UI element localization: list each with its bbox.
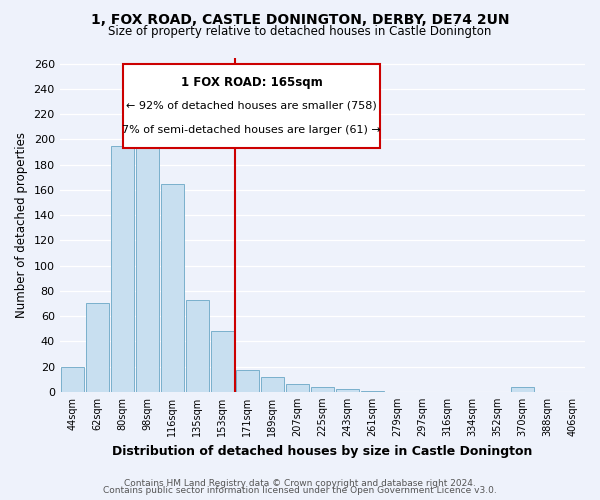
Text: Contains public sector information licensed under the Open Government Licence v3: Contains public sector information licen… — [103, 486, 497, 495]
Bar — [311, 387, 334, 392]
Text: 1 FOX ROAD: 165sqm: 1 FOX ROAD: 165sqm — [181, 76, 322, 89]
Y-axis label: Number of detached properties: Number of detached properties — [15, 132, 28, 318]
FancyBboxPatch shape — [123, 64, 380, 148]
Text: 7% of semi-detached houses are larger (61) →: 7% of semi-detached houses are larger (6… — [122, 124, 381, 134]
Bar — [211, 332, 234, 392]
Bar — [511, 387, 534, 392]
Bar — [260, 376, 284, 392]
Text: ← 92% of detached houses are smaller (758): ← 92% of detached houses are smaller (75… — [126, 100, 377, 110]
Text: 1, FOX ROAD, CASTLE DONINGTON, DERBY, DE74 2UN: 1, FOX ROAD, CASTLE DONINGTON, DERBY, DE… — [91, 12, 509, 26]
Bar — [286, 384, 309, 392]
Bar — [161, 184, 184, 392]
Bar — [336, 390, 359, 392]
Bar — [236, 370, 259, 392]
Bar — [361, 390, 384, 392]
Bar — [136, 120, 159, 392]
Bar — [86, 304, 109, 392]
Bar — [185, 300, 209, 392]
Bar — [110, 146, 134, 392]
Text: Size of property relative to detached houses in Castle Donington: Size of property relative to detached ho… — [109, 25, 491, 38]
Bar — [61, 366, 84, 392]
X-axis label: Distribution of detached houses by size in Castle Donington: Distribution of detached houses by size … — [112, 444, 533, 458]
Text: Contains HM Land Registry data © Crown copyright and database right 2024.: Contains HM Land Registry data © Crown c… — [124, 478, 476, 488]
